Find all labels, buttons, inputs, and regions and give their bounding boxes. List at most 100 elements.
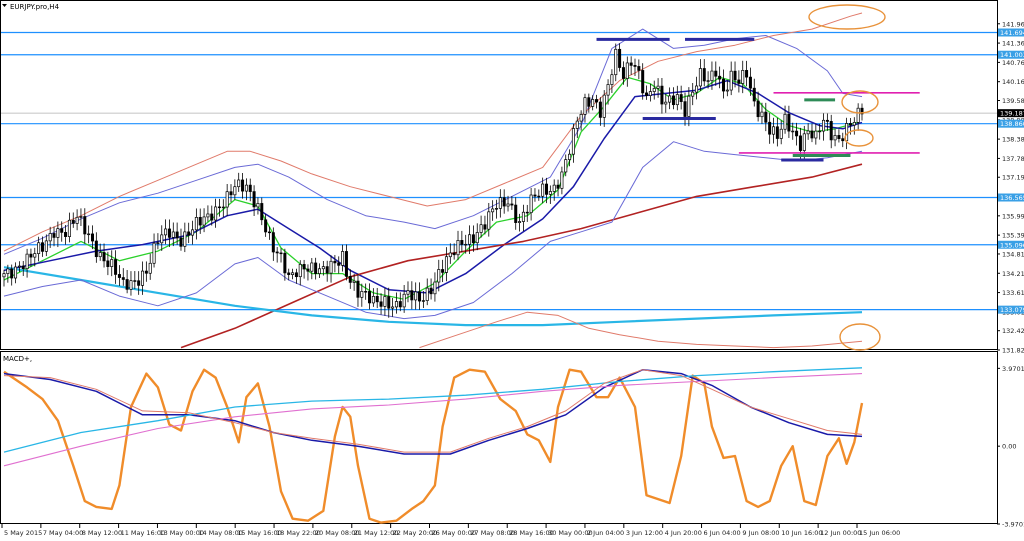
candle[interactable] [560, 166, 564, 195]
candle[interactable] [260, 197, 264, 226]
candle[interactable] [541, 177, 545, 204]
candle[interactable] [67, 212, 71, 243]
candle[interactable] [433, 272, 437, 302]
candle[interactable] [321, 260, 325, 276]
candle[interactable] [602, 90, 606, 127]
candle[interactable] [760, 102, 764, 124]
candle[interactable] [10, 264, 14, 286]
candle[interactable] [645, 85, 649, 100]
candle[interactable] [556, 179, 560, 197]
candle[interactable] [29, 248, 33, 267]
candle[interactable] [356, 273, 360, 307]
candle[interactable] [52, 226, 56, 247]
candle[interactable] [737, 70, 741, 93]
candle[interactable] [494, 199, 498, 219]
candle[interactable] [148, 253, 152, 280]
candle[interactable] [514, 197, 518, 230]
candle[interactable] [479, 215, 483, 238]
candle[interactable] [468, 225, 472, 254]
candle[interactable] [394, 292, 398, 314]
candle[interactable] [648, 83, 652, 102]
candle[interactable] [402, 285, 406, 313]
candle[interactable] [841, 132, 845, 148]
candle[interactable] [483, 215, 487, 235]
candle[interactable] [348, 269, 352, 289]
candle[interactable] [671, 87, 675, 110]
candle[interactable] [775, 117, 779, 147]
candle[interactable] [418, 282, 422, 310]
candle[interactable] [79, 208, 83, 226]
candle[interactable] [441, 259, 445, 283]
highlight-ellipse[interactable] [839, 323, 881, 351]
candle[interactable] [144, 261, 148, 282]
candle[interactable] [233, 179, 237, 200]
candle[interactable] [2, 269, 6, 287]
candle[interactable] [110, 250, 114, 277]
candle[interactable] [656, 78, 660, 98]
candle[interactable] [87, 225, 91, 244]
candle[interactable] [229, 184, 233, 203]
candle[interactable] [83, 208, 87, 244]
candle[interactable] [225, 183, 229, 217]
candle[interactable] [64, 224, 68, 245]
candle[interactable] [137, 271, 141, 295]
candle[interactable] [625, 56, 629, 87]
candle[interactable] [17, 261, 21, 272]
candle[interactable] [521, 204, 525, 232]
candle[interactable] [133, 271, 137, 290]
candle[interactable] [583, 93, 587, 123]
candle[interactable] [210, 205, 214, 226]
candle[interactable] [448, 243, 452, 264]
candle[interactable] [6, 264, 10, 283]
collapse-triangle-icon[interactable] [2, 4, 7, 7]
candle[interactable] [598, 97, 602, 126]
candle[interactable] [714, 61, 718, 86]
candle[interactable] [795, 122, 799, 146]
candle[interactable] [552, 179, 556, 201]
candle[interactable] [256, 197, 260, 215]
candle[interactable] [125, 270, 129, 294]
candle[interactable] [779, 120, 783, 145]
candle[interactable] [298, 260, 302, 286]
candle[interactable] [171, 222, 175, 247]
candle[interactable] [641, 63, 645, 100]
candle[interactable] [725, 80, 729, 97]
candle[interactable] [375, 287, 379, 309]
candle[interactable] [275, 247, 279, 263]
candle[interactable] [618, 43, 622, 72]
candle[interactable] [856, 103, 860, 131]
candle[interactable] [164, 219, 168, 245]
candle[interactable] [387, 287, 391, 318]
candle[interactable] [621, 61, 625, 85]
candle[interactable] [37, 236, 41, 262]
candle[interactable] [371, 288, 375, 307]
candle[interactable] [571, 123, 575, 163]
candle[interactable] [575, 116, 579, 139]
candle[interactable] [287, 268, 291, 281]
candle[interactable] [341, 244, 345, 272]
candle[interactable] [244, 178, 248, 201]
candle[interactable] [729, 61, 733, 96]
candle[interactable] [852, 117, 856, 135]
highlight-ellipse[interactable] [808, 4, 886, 30]
candle[interactable] [379, 293, 383, 315]
candle[interactable] [637, 59, 641, 80]
candle[interactable] [425, 278, 429, 306]
candle[interactable] [475, 223, 479, 251]
candle[interactable] [491, 200, 495, 221]
candle[interactable] [710, 61, 714, 90]
candle[interactable] [421, 291, 425, 308]
candle[interactable] [317, 263, 322, 278]
candle[interactable] [33, 247, 37, 267]
candle[interactable] [406, 281, 410, 303]
candle[interactable] [764, 102, 768, 132]
candle[interactable] [706, 71, 710, 89]
candle[interactable] [579, 110, 583, 131]
candle[interactable] [44, 234, 48, 257]
candle[interactable] [267, 226, 271, 240]
candle[interactable] [818, 123, 822, 140]
candle[interactable] [452, 243, 456, 260]
candle[interactable] [833, 129, 837, 147]
candle[interactable] [206, 205, 210, 222]
candle[interactable] [21, 260, 25, 276]
